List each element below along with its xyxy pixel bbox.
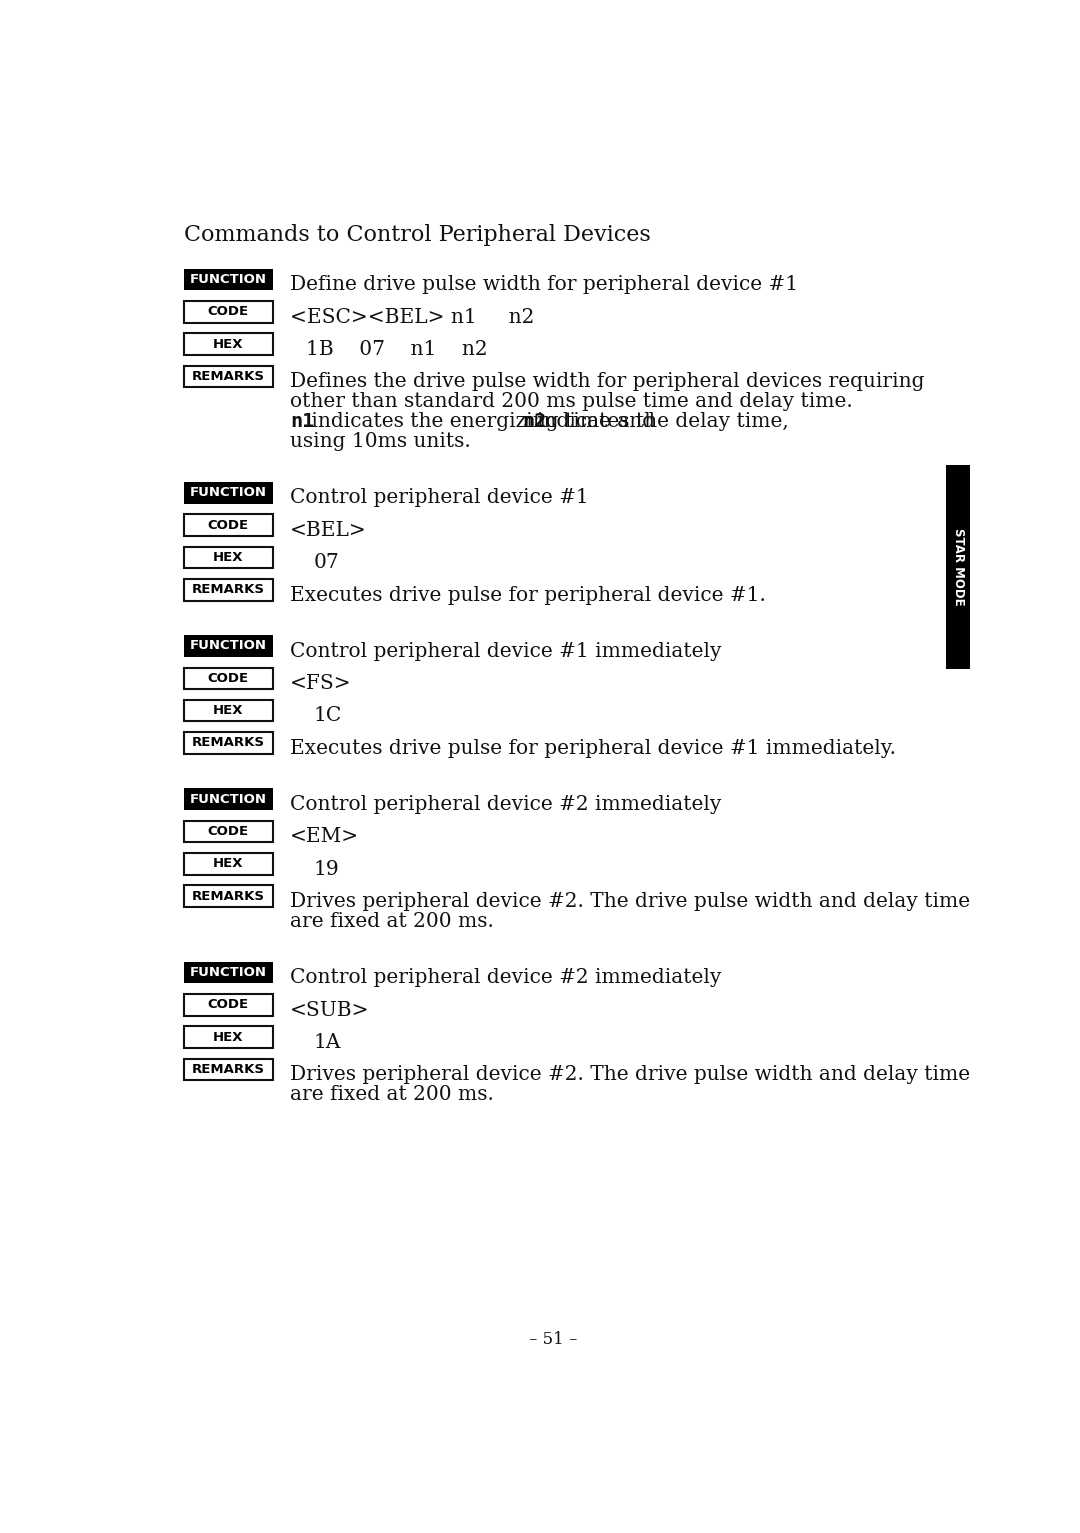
FancyBboxPatch shape xyxy=(184,481,273,503)
Text: REMARKS: REMARKS xyxy=(192,736,265,750)
Text: <EM>: <EM> xyxy=(291,828,360,846)
Text: 19: 19 xyxy=(313,860,339,878)
Text: 1C: 1C xyxy=(313,707,341,725)
FancyBboxPatch shape xyxy=(184,514,273,537)
FancyBboxPatch shape xyxy=(184,667,273,688)
Text: Defines the drive pulse width for peripheral devices requiring: Defines the drive pulse width for periph… xyxy=(291,373,924,391)
Text: other than standard 200 ms pulse time and delay time.: other than standard 200 ms pulse time an… xyxy=(291,392,853,411)
Text: HEX: HEX xyxy=(213,337,244,351)
Text: Control peripheral device #1 immediately: Control peripheral device #1 immediately xyxy=(291,642,721,661)
FancyBboxPatch shape xyxy=(184,547,273,569)
Text: HEX: HEX xyxy=(213,550,244,564)
Text: STAR MODE: STAR MODE xyxy=(951,529,964,606)
Text: Control peripheral device #2 immediately: Control peripheral device #2 immediately xyxy=(291,796,721,814)
Text: REMARKS: REMARKS xyxy=(192,889,265,903)
Text: HEX: HEX xyxy=(213,1030,244,1044)
Text: CODE: CODE xyxy=(207,671,249,685)
Text: FUNCTION: FUNCTION xyxy=(190,793,267,806)
Text: CODE: CODE xyxy=(207,998,249,1012)
Text: indicates the delay time,: indicates the delay time, xyxy=(538,412,789,431)
Text: using 10ms units.: using 10ms units. xyxy=(291,432,471,451)
FancyBboxPatch shape xyxy=(946,464,970,668)
FancyBboxPatch shape xyxy=(184,333,273,356)
FancyBboxPatch shape xyxy=(184,701,273,722)
Text: – 51 –: – 51 – xyxy=(529,1331,578,1348)
Text: HEX: HEX xyxy=(213,704,244,717)
Text: FUNCTION: FUNCTION xyxy=(190,966,267,980)
FancyBboxPatch shape xyxy=(184,300,273,322)
Text: <SUB>: <SUB> xyxy=(291,1001,369,1019)
Text: HEX: HEX xyxy=(213,857,244,871)
FancyBboxPatch shape xyxy=(184,733,273,754)
Text: CODE: CODE xyxy=(207,305,249,319)
Text: 1B    07    n1    n2: 1B 07 n1 n2 xyxy=(306,340,487,359)
Text: n2: n2 xyxy=(523,412,546,431)
Text: Executes drive pulse for peripheral device #1.: Executes drive pulse for peripheral devi… xyxy=(291,586,766,604)
FancyBboxPatch shape xyxy=(184,268,273,290)
Text: Define drive pulse width for peripheral device #1: Define drive pulse width for peripheral … xyxy=(291,276,798,294)
FancyBboxPatch shape xyxy=(184,886,273,908)
FancyBboxPatch shape xyxy=(184,993,273,1015)
Text: are fixed at 200 ms.: are fixed at 200 ms. xyxy=(291,1085,494,1104)
Text: CODE: CODE xyxy=(207,825,249,839)
FancyBboxPatch shape xyxy=(184,820,273,842)
Text: Control peripheral device #1: Control peripheral device #1 xyxy=(291,489,589,507)
Text: REMARKS: REMARKS xyxy=(192,583,265,596)
Text: 07: 07 xyxy=(313,553,339,572)
FancyBboxPatch shape xyxy=(184,579,273,601)
Text: 1A: 1A xyxy=(313,1033,341,1052)
FancyBboxPatch shape xyxy=(184,635,273,656)
FancyBboxPatch shape xyxy=(184,1026,273,1049)
Text: n1: n1 xyxy=(291,412,314,431)
Text: Control peripheral device #2 immediately: Control peripheral device #2 immediately xyxy=(291,969,721,987)
FancyBboxPatch shape xyxy=(184,366,273,388)
FancyBboxPatch shape xyxy=(184,961,273,983)
Text: FUNCTION: FUNCTION xyxy=(190,639,267,653)
FancyBboxPatch shape xyxy=(184,852,273,875)
Text: are fixed at 200 ms.: are fixed at 200 ms. xyxy=(291,912,494,931)
Text: FUNCTION: FUNCTION xyxy=(190,273,267,287)
Text: Executes drive pulse for peripheral device #1 immediately.: Executes drive pulse for peripheral devi… xyxy=(291,739,896,757)
Text: REMARKS: REMARKS xyxy=(192,1062,265,1076)
Text: FUNCTION: FUNCTION xyxy=(190,486,267,500)
Text: Commands to Control Peripheral Devices: Commands to Control Peripheral Devices xyxy=(184,224,650,245)
Text: <ESC><BEL> n1     n2: <ESC><BEL> n1 n2 xyxy=(291,308,535,327)
Text: CODE: CODE xyxy=(207,518,249,532)
Text: Drives peripheral device #2. The drive pulse width and delay time: Drives peripheral device #2. The drive p… xyxy=(291,1065,970,1084)
FancyBboxPatch shape xyxy=(184,1059,273,1081)
Text: <FS>: <FS> xyxy=(291,675,352,693)
Text: indicates the energizing time and: indicates the energizing time and xyxy=(306,412,662,431)
Text: Drives peripheral device #2. The drive pulse width and delay time: Drives peripheral device #2. The drive p… xyxy=(291,892,970,911)
Text: REMARKS: REMARKS xyxy=(192,369,265,383)
FancyBboxPatch shape xyxy=(184,788,273,809)
Text: <BEL>: <BEL> xyxy=(291,521,367,540)
